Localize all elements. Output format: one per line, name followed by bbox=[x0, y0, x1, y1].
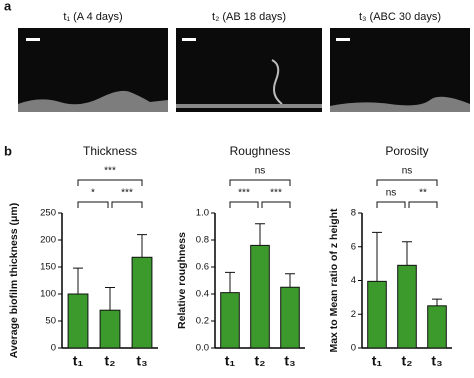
y-tick-label: 200 bbox=[40, 235, 56, 246]
error-bar bbox=[137, 234, 147, 258]
micrograph bbox=[18, 28, 168, 112]
y-tick-label: 0.6 bbox=[196, 262, 209, 273]
bar bbox=[220, 292, 240, 349]
panel-label: b bbox=[4, 143, 12, 158]
bar bbox=[427, 305, 447, 349]
bar bbox=[250, 244, 270, 349]
significance-bracket bbox=[229, 179, 291, 186]
significance-bracket bbox=[261, 201, 291, 208]
error-bar bbox=[432, 298, 442, 306]
panel-label: a bbox=[4, 0, 12, 13]
significance-bracket bbox=[111, 201, 143, 208]
micrograph bbox=[176, 28, 322, 112]
bar bbox=[397, 264, 417, 349]
error-bar bbox=[105, 287, 115, 311]
y-tick-label: 0.8 bbox=[196, 235, 209, 246]
significance-label: * bbox=[91, 188, 95, 199]
y-tick-label: 1.0 bbox=[196, 208, 209, 219]
error-bar bbox=[402, 241, 412, 266]
y-axis-label: Max to Mean ratio of z height bbox=[328, 208, 340, 353]
image-title: t₂ (AB 18 days) bbox=[212, 11, 286, 23]
x-tick-label: t₁ bbox=[372, 353, 383, 369]
image-title: t₁ (A 4 days) bbox=[63, 11, 122, 23]
y-axis-label: Relative roughness bbox=[176, 232, 188, 329]
y-tick-label: 50 bbox=[45, 316, 56, 327]
significance-bracket bbox=[229, 201, 259, 208]
y-tick-label: 150 bbox=[40, 262, 56, 273]
chart-title: Porosity bbox=[385, 144, 428, 158]
chart-title: Roughness bbox=[230, 144, 291, 158]
significance-label: ** bbox=[419, 188, 427, 199]
significance-label: *** bbox=[270, 188, 282, 199]
chart-title: Thickness bbox=[83, 144, 137, 158]
x-tick-label: t₁ bbox=[225, 353, 236, 369]
bar bbox=[280, 286, 300, 349]
y-tick-label: 0.4 bbox=[196, 289, 209, 300]
x-tick-label: t₂ bbox=[105, 353, 116, 369]
x-tick-label: t₃ bbox=[431, 353, 442, 369]
error-bar bbox=[372, 231, 382, 282]
bar bbox=[131, 256, 153, 349]
y-tick-label: 250 bbox=[40, 208, 56, 219]
x-tick-label: t₂ bbox=[402, 353, 413, 369]
y-tick-label: 0 bbox=[51, 343, 56, 354]
significance-label: ns bbox=[402, 166, 413, 177]
y-tick-label: 0.0 bbox=[196, 343, 209, 354]
x-tick-label: t₂ bbox=[255, 353, 266, 369]
significance-label: *** bbox=[104, 166, 116, 177]
y-tick-label: 6 bbox=[351, 241, 356, 252]
significance-label: ns bbox=[255, 166, 266, 177]
x-tick-label: t₃ bbox=[284, 353, 295, 369]
bar bbox=[99, 309, 121, 349]
significance-bracket bbox=[77, 201, 109, 208]
error-bar bbox=[255, 223, 265, 246]
error-bar bbox=[225, 271, 235, 293]
bar bbox=[67, 293, 89, 349]
significance-label: ns bbox=[386, 188, 397, 199]
error-bar bbox=[285, 273, 295, 288]
image-title: t₃ (ABC 30 days) bbox=[359, 11, 441, 23]
y-tick-label: 4 bbox=[351, 275, 356, 286]
y-axis-label: Average biofilm thickness (μm) bbox=[8, 203, 20, 358]
error-bar bbox=[73, 267, 83, 294]
significance-label: *** bbox=[121, 188, 133, 199]
y-tick-label: 0.2 bbox=[196, 316, 209, 327]
significance-bracket bbox=[376, 179, 438, 186]
y-tick-label: 8 bbox=[351, 208, 356, 219]
y-tick-label: 100 bbox=[40, 289, 56, 300]
x-tick-label: t₁ bbox=[73, 353, 84, 369]
y-tick-label: 2 bbox=[351, 309, 356, 320]
x-tick-label: t₃ bbox=[136, 353, 147, 369]
significance-label: *** bbox=[238, 188, 250, 199]
micrograph bbox=[330, 28, 470, 112]
significance-bracket bbox=[408, 201, 438, 208]
y-tick-label: 0 bbox=[351, 343, 356, 354]
significance-bracket bbox=[77, 179, 143, 186]
bar bbox=[367, 280, 387, 349]
significance-bracket bbox=[376, 201, 406, 208]
